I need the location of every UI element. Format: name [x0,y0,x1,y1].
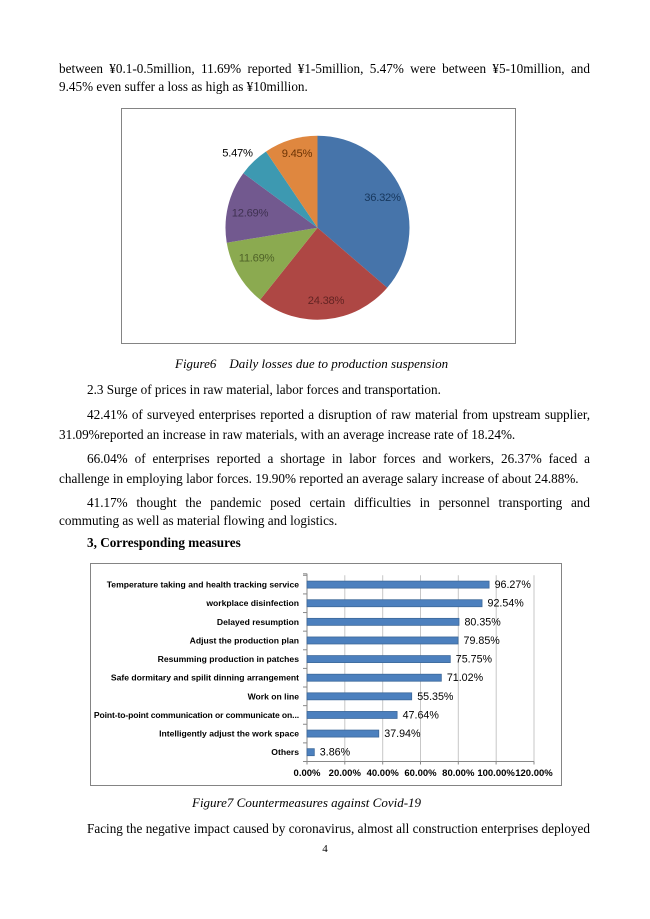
svg-text:Work on line: Work on line [248,691,300,701]
svg-text:80.00%: 80.00% [442,768,475,779]
svg-text:Adjust the production plan: Adjust the production plan [190,635,299,645]
svg-text:3.86%: 3.86% [320,747,351,759]
svg-text:36.32%: 36.32% [364,192,401,204]
svg-text:Intelligently adjust the work: Intelligently adjust the work space [159,729,299,739]
svg-text:92.54%: 92.54% [488,598,525,610]
svg-text:40.00%: 40.00% [367,768,400,779]
svg-text:80.35%: 80.35% [464,616,501,628]
svg-text:55.35%: 55.35% [417,691,454,703]
svg-text:24.38%: 24.38% [308,295,345,307]
svg-text:Others: Others [271,747,299,757]
svg-text:12.69%: 12.69% [232,208,269,220]
svg-text:0.00%: 0.00% [294,768,321,779]
svg-text:Temperature taking and health: Temperature taking and health tracking s… [107,580,300,590]
svg-text:Resumming production in patche: Resumming production in patches [158,654,300,664]
svg-text:79.85%: 79.85% [464,635,501,647]
svg-text:71.02%: 71.02% [447,672,484,684]
svg-text:100.00%: 100.00% [477,768,515,779]
svg-text:Point-to-point communication o: Point-to-point communication or communic… [94,710,299,720]
svg-text:20.00%: 20.00% [329,768,362,779]
svg-text:5.47%: 5.47% [222,148,253,160]
svg-text:37.94%: 37.94% [384,728,421,740]
svg-text:47.64%: 47.64% [403,709,440,721]
svg-text:workplace disinfection: workplace disinfection [205,598,299,608]
svg-text:96.27%: 96.27% [495,579,532,591]
svg-text:9.45%: 9.45% [282,148,313,160]
svg-text:60.00%: 60.00% [404,768,437,779]
svg-text:75.75%: 75.75% [456,654,493,666]
svg-text:Safe dormitary and spilit dinn: Safe dormitary and spilit dinning arrang… [111,673,299,683]
svg-text:120.00%: 120.00% [515,768,553,779]
svg-text:Delayed resumption: Delayed resumption [217,617,299,627]
svg-text:11.69%: 11.69% [239,253,275,265]
